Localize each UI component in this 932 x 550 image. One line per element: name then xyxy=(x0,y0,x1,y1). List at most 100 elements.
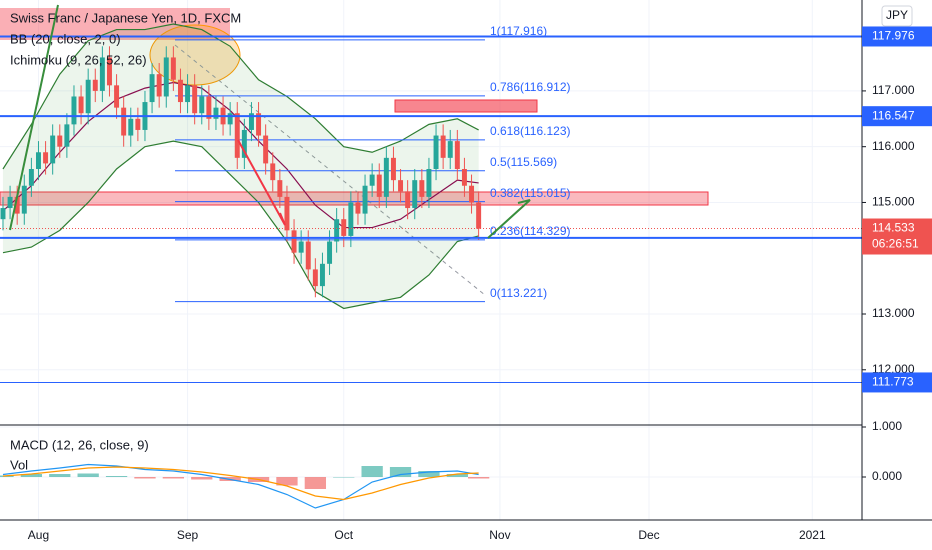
candle-body xyxy=(71,96,77,125)
candle-body xyxy=(114,85,120,108)
price-tag-label: 116.547 xyxy=(872,108,915,122)
candle-body xyxy=(433,135,439,169)
candle-body xyxy=(21,185,27,214)
price-pane: 1(117.916) 0.786(116.912) 0.618(116.123) 0.… xyxy=(0,23,862,383)
candle-body xyxy=(128,118,134,136)
x-tick-label: Dec xyxy=(638,528,659,542)
histogram-bar xyxy=(105,476,128,477)
candle-body xyxy=(7,196,13,209)
arrow xyxy=(9,4,59,231)
macd-line xyxy=(2,463,479,509)
fib-label: 0.382(115.015) xyxy=(490,186,571,200)
y-tick-label: 113.000 xyxy=(872,306,915,320)
candle-body xyxy=(256,113,262,136)
candle-body xyxy=(106,57,112,86)
zone xyxy=(0,8,230,40)
fib-label: 0.618(116.123) xyxy=(490,124,571,138)
x-tick-label: Oct xyxy=(334,528,353,542)
candle-body xyxy=(192,85,198,114)
candle-body xyxy=(277,180,283,197)
fib-label: 0(113.221) xyxy=(490,286,547,300)
y-tick-label: 117.000 xyxy=(872,83,915,97)
zone xyxy=(394,99,538,113)
price-tag-label: 114.533 xyxy=(872,221,915,235)
candle-body xyxy=(177,79,183,103)
price-tag-label: 117.976 xyxy=(872,29,915,43)
candle-body xyxy=(298,241,304,253)
histogram-bar xyxy=(467,477,490,479)
candle-body xyxy=(412,180,418,209)
price-tag xyxy=(862,106,932,127)
histogram-bar xyxy=(49,474,71,477)
candle-body xyxy=(390,157,396,181)
candle-body xyxy=(57,135,63,147)
candle-body xyxy=(419,180,425,197)
histogram-bar xyxy=(389,467,412,477)
y-tick-label: 116.000 xyxy=(872,139,915,153)
candle-body xyxy=(241,129,247,158)
candle-body xyxy=(234,113,240,158)
candle-body xyxy=(163,57,169,97)
arrow xyxy=(487,199,531,239)
indicator-label: BB (20, close, 2, 0) xyxy=(10,31,121,46)
fib-label: 0.786(116.912) xyxy=(490,80,571,94)
y-tick-label: 0.000 xyxy=(872,469,902,483)
candle-body xyxy=(270,163,276,181)
candle-body xyxy=(376,174,382,197)
grid xyxy=(0,0,862,520)
histogram-bar xyxy=(446,474,468,477)
candle-body xyxy=(454,141,460,169)
macd-pane xyxy=(0,463,490,509)
candle-body xyxy=(426,168,432,197)
bb-lower xyxy=(2,140,479,310)
candle-body xyxy=(121,107,127,136)
price-tag-label: 111.773 xyxy=(872,375,914,389)
indicator-label: MACD (12, 26, close, 9) xyxy=(10,437,149,452)
candle-body xyxy=(291,230,297,253)
candle-body xyxy=(312,269,318,287)
candle-body xyxy=(334,219,340,242)
histogram-bar xyxy=(418,471,440,477)
x-tick-label: Nov xyxy=(489,528,510,542)
histogram-bar xyxy=(304,477,327,489)
candle-body xyxy=(135,118,141,130)
price-tag xyxy=(862,218,932,255)
candle-body xyxy=(362,185,368,214)
candle-body xyxy=(28,168,34,186)
candle-body xyxy=(341,219,347,236)
candle-body xyxy=(35,152,41,169)
candle-body xyxy=(92,79,98,91)
candle-body xyxy=(369,174,375,186)
y-tick-label: 1.000 xyxy=(872,419,902,433)
candle-body xyxy=(64,124,70,147)
candle-body xyxy=(185,85,191,103)
trend-line xyxy=(174,44,486,296)
candle-body xyxy=(50,135,56,164)
candle-body xyxy=(355,202,361,214)
candle-body xyxy=(213,107,219,119)
x-tick-label: Aug xyxy=(28,528,49,542)
currency-button[interactable] xyxy=(881,5,913,27)
candle-body xyxy=(476,202,482,229)
candle-body xyxy=(447,141,453,158)
currency[interactable]: JPY xyxy=(886,8,908,22)
candle-body xyxy=(405,191,411,209)
histogram-bar xyxy=(333,477,355,478)
candle-body xyxy=(156,74,162,97)
candle-body xyxy=(199,96,205,114)
histogram-bar xyxy=(361,466,383,477)
fib-label: 0.5(115.569) xyxy=(490,155,557,169)
candle-body xyxy=(227,113,233,125)
candle-body xyxy=(263,135,269,164)
price-tag xyxy=(862,372,932,393)
histogram-bar xyxy=(134,477,156,479)
candle-body xyxy=(319,263,325,287)
candle-body xyxy=(14,196,20,214)
candle-body xyxy=(383,157,389,197)
candle-body xyxy=(248,113,254,130)
chart-title: Swiss Franc / Japanese Yen, 1D, FXCM xyxy=(10,10,241,25)
candle-body xyxy=(85,79,91,114)
candle-body xyxy=(0,208,6,220)
